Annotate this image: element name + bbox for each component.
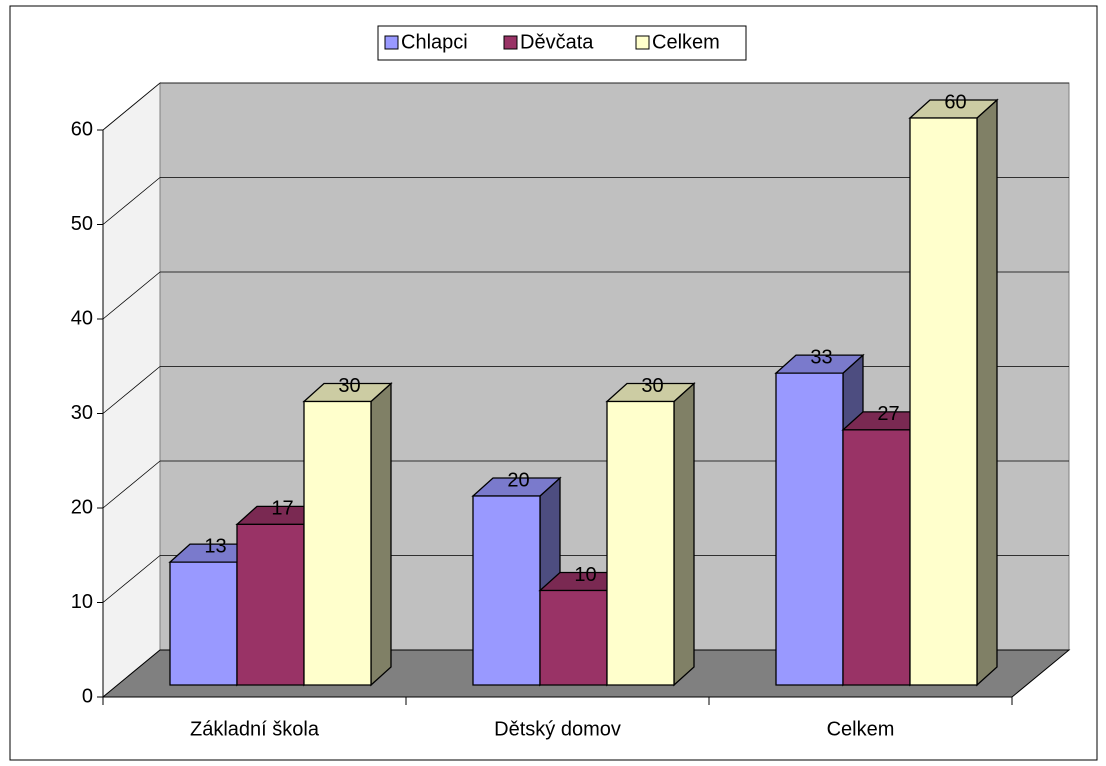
bar-side [673, 382, 695, 687]
legend-swatch [635, 35, 650, 50]
data-label: 30 [338, 375, 360, 397]
bar-side [976, 98, 998, 687]
x-tick-label: Základní škola [190, 718, 320, 740]
data-label: 20 [507, 469, 529, 491]
legend-swatch [384, 35, 399, 50]
grid-line [102, 82, 161, 131]
x-tick-label: Celkem [827, 718, 895, 740]
data-label: 13 [204, 535, 226, 557]
bar-side [370, 382, 392, 687]
y-tick-label: 50 [71, 213, 93, 235]
y-tick-label: 0 [82, 685, 93, 707]
bar [908, 98, 999, 687]
data-label: 30 [641, 375, 663, 397]
bar [605, 382, 696, 687]
grid-line [102, 366, 161, 414]
legend-swatch [503, 35, 518, 50]
data-label: 27 [877, 403, 899, 425]
data-label: 33 [810, 346, 832, 368]
y-tick-label: 60 [71, 118, 93, 140]
y-tick-label: 40 [71, 307, 93, 329]
bar-front [169, 561, 238, 686]
bar-front [775, 372, 844, 686]
bar-front [606, 400, 675, 686]
bar-front [303, 400, 372, 686]
bar-front [909, 117, 978, 686]
data-label: 60 [944, 91, 966, 113]
legend-box [377, 25, 747, 61]
grid-line [102, 271, 161, 320]
data-label: 10 [574, 564, 596, 586]
data-label: 17 [271, 498, 293, 520]
bar-front [236, 523, 305, 686]
bar-front [842, 429, 911, 686]
legend-label: Chlapci [401, 31, 468, 53]
legend-label: Celkem [652, 31, 720, 53]
grid-line [102, 555, 161, 603]
y-tick-label: 10 [71, 591, 93, 613]
grid-line [102, 460, 161, 509]
grid-line [102, 177, 161, 225]
bar-front [539, 589, 608, 686]
bar [302, 382, 393, 687]
y-tick-label: 20 [71, 496, 93, 518]
x-tick-label: Dětský domov [494, 718, 621, 740]
legend-label: Děvčata [520, 31, 594, 53]
bar-front [472, 495, 541, 686]
y-tick-label: 30 [71, 402, 93, 424]
